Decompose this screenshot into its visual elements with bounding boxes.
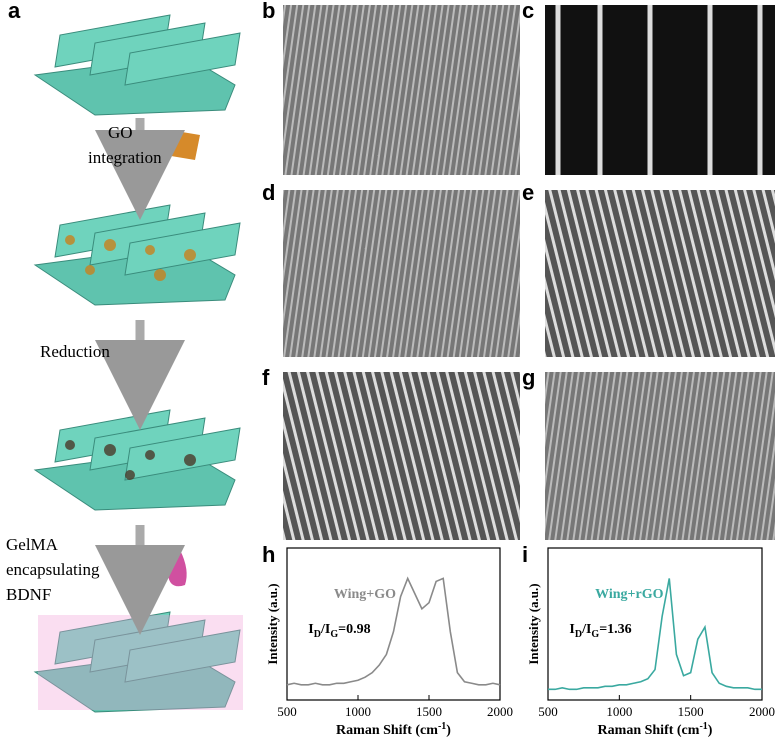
- panel-label: h: [262, 542, 275, 567]
- ratio-annotation: ID/IG=1.36: [569, 622, 631, 640]
- panel-label: f: [262, 365, 270, 390]
- x-tick-label: 1500: [416, 704, 442, 719]
- x-axis-label: Raman Shift (cm-1): [598, 721, 713, 738]
- panel-label: d: [262, 180, 275, 205]
- ratio-part: /I: [320, 622, 330, 637]
- step-label: Reduction: [40, 342, 110, 361]
- ratio-part: /I: [581, 622, 591, 637]
- panel-label: a: [8, 0, 21, 23]
- x-axis-label-part: ): [446, 723, 451, 738]
- ratio-part: D: [575, 629, 582, 640]
- x-axis-label-part: Raman Shift (cm: [336, 723, 438, 738]
- ratio-part: D: [314, 629, 321, 640]
- x-axis-label-part: ): [708, 723, 713, 738]
- y-axis-label: Intensity (a.u.): [265, 583, 280, 664]
- step-label: integration: [88, 148, 162, 167]
- step-label: encapsulating: [6, 560, 100, 579]
- sem-images: [283, 5, 775, 540]
- x-tick-label: 500: [538, 704, 558, 719]
- plot-frame: [286, 547, 501, 701]
- step-label: GelMA: [6, 535, 59, 554]
- x-tick-label: 1000: [345, 704, 371, 719]
- x-axis-label: Raman Shift (cm-1): [336, 721, 451, 738]
- panel-label: e: [522, 180, 534, 205]
- x-axis-label-part: Raman Shift (cm: [598, 723, 700, 738]
- spectrum: [286, 576, 501, 686]
- step-label: GO: [108, 123, 133, 142]
- legend-label: Wing+rGO: [595, 587, 664, 602]
- legend-label: Wing+GO: [334, 587, 396, 602]
- plot-frame: [547, 547, 763, 701]
- panel-label: c: [522, 0, 534, 23]
- panel-label: b: [262, 0, 275, 23]
- spectrum: [548, 578, 762, 691]
- x-tick-label: 2000: [487, 704, 513, 719]
- x-tick-label: 500: [277, 704, 297, 719]
- x-tick-label: 2000: [749, 704, 775, 719]
- panel-label: i: [522, 542, 528, 567]
- ratio-part: =1.36: [599, 622, 631, 637]
- panel-label: g: [522, 365, 535, 390]
- ratio-part: =0.98: [338, 622, 370, 637]
- step-label: BDNF: [6, 585, 51, 604]
- x-tick-label: 1500: [678, 704, 704, 719]
- x-tick-label: 1000: [606, 704, 632, 719]
- ratio-annotation: ID/IG=0.98: [308, 622, 370, 640]
- ratio-part: I: [569, 622, 574, 637]
- x-axis-label-part: -1: [699, 721, 707, 732]
- ratio-part: I: [308, 622, 313, 637]
- ratio-part: G: [591, 629, 599, 640]
- panel-a-art: [34, 14, 243, 713]
- ratio-part: G: [330, 629, 338, 640]
- y-axis-label: Intensity (a.u.): [526, 583, 541, 664]
- x-axis-label-part: -1: [438, 721, 446, 732]
